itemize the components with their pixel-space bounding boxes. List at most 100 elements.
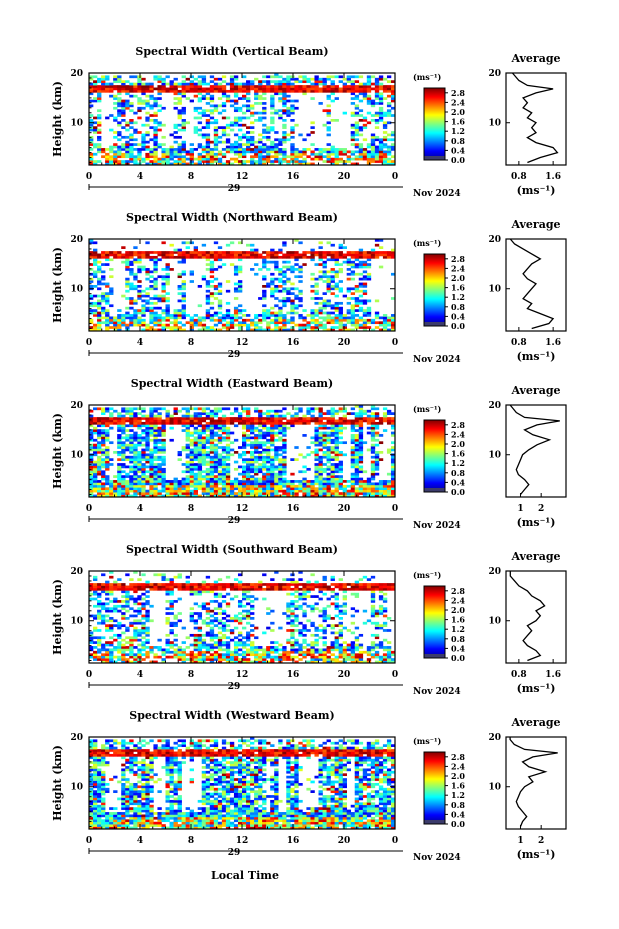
heatmap-cell bbox=[201, 407, 207, 411]
heatmap-cell bbox=[121, 448, 126, 452]
heatmap-cell bbox=[246, 82, 251, 86]
heatmap-cell bbox=[390, 323, 396, 327]
heatmap-cell bbox=[330, 448, 335, 452]
heatmap-cell bbox=[177, 143, 182, 146]
heatmap-cell bbox=[270, 85, 275, 88]
heatmap-cell bbox=[117, 446, 122, 449]
heatmap-cell bbox=[362, 116, 368, 120]
heatmap-cell bbox=[113, 475, 118, 478]
heatmap-cell bbox=[201, 424, 207, 428]
heatmap-cell bbox=[121, 126, 126, 129]
heatmap-cell bbox=[181, 492, 186, 495]
heatmap-cell bbox=[358, 155, 364, 159]
heatmap-cell bbox=[173, 321, 178, 325]
heatmap-cell bbox=[205, 285, 211, 288]
heatmap-cell bbox=[121, 102, 126, 105]
heatmap-cell bbox=[326, 658, 331, 661]
heatmap-cell bbox=[97, 455, 102, 459]
heatmap-cell bbox=[342, 294, 347, 298]
heatmap-cell bbox=[97, 148, 102, 151]
heatmap-cell bbox=[322, 148, 327, 151]
heatmap-cell bbox=[262, 482, 267, 486]
heatmap-cell bbox=[390, 660, 396, 664]
heatmap-cell bbox=[133, 121, 138, 125]
heatmap-cell bbox=[169, 484, 174, 488]
heatmap-cell bbox=[169, 82, 174, 86]
heatmap-cell bbox=[274, 446, 279, 449]
heatmap-cell bbox=[97, 463, 102, 466]
heatmap-cell bbox=[310, 255, 315, 259]
heatmap-cell bbox=[378, 102, 384, 105]
heatmap-cell bbox=[262, 436, 267, 440]
heatmap-cell bbox=[354, 323, 360, 327]
heatmap-cell bbox=[322, 436, 327, 440]
heatmap-cell bbox=[362, 487, 368, 491]
heatmap-cell bbox=[298, 417, 303, 420]
heatmap-cell bbox=[294, 85, 299, 88]
heatmap-cell bbox=[254, 477, 259, 481]
heatmap-cell bbox=[358, 75, 364, 79]
heatmap-cell bbox=[117, 426, 122, 430]
heatmap-cell bbox=[193, 131, 199, 134]
heatmap-cell bbox=[342, 89, 347, 93]
heatmap-cell bbox=[302, 148, 307, 151]
heatmap-cell bbox=[181, 297, 186, 300]
panel-title: Spectral Width (Vertical Beam) bbox=[135, 45, 328, 58]
heatmap-cell bbox=[382, 318, 388, 322]
heatmap-cell bbox=[185, 87, 190, 91]
heatmap-cell bbox=[378, 160, 384, 163]
heatmap-cell bbox=[246, 421, 251, 425]
heatmap-cell bbox=[266, 80, 271, 83]
heatmap-cell bbox=[117, 109, 122, 113]
heatmap-cell bbox=[278, 321, 283, 325]
heatmap-cell bbox=[278, 248, 283, 252]
heatmap-cell bbox=[153, 434, 158, 437]
heatmap-cell bbox=[153, 484, 158, 488]
heatmap-cell bbox=[246, 489, 251, 493]
heatmap-cell bbox=[370, 463, 376, 466]
heatmap-cell bbox=[258, 434, 263, 437]
heatmap-cell bbox=[165, 255, 170, 259]
heatmap-cell bbox=[346, 287, 352, 291]
heatmap-cell bbox=[262, 463, 267, 466]
heatmap-cell bbox=[242, 253, 247, 257]
heatmap-cell bbox=[197, 429, 203, 432]
heatmap-cell bbox=[165, 323, 170, 327]
average-profile-line bbox=[511, 72, 559, 164]
heatmap-cell bbox=[274, 412, 279, 415]
heatmap-cell bbox=[334, 480, 339, 483]
heatmap-cell bbox=[101, 434, 106, 437]
heatmap-cell bbox=[342, 314, 347, 317]
heatmap-cell bbox=[141, 148, 146, 151]
heatmap-cell bbox=[105, 451, 110, 454]
heatmap-cell bbox=[129, 104, 134, 108]
heatmap-cell bbox=[250, 80, 255, 83]
heatmap-cell bbox=[330, 270, 335, 274]
heatmap-cell bbox=[153, 143, 158, 146]
heatmap-cell bbox=[161, 89, 166, 93]
heatmap-cell bbox=[282, 253, 287, 257]
heatmap-cell bbox=[193, 451, 199, 454]
heatmap-cell bbox=[97, 443, 102, 447]
heatmap-cell bbox=[366, 409, 372, 413]
heatmap-cell bbox=[221, 658, 227, 661]
heatmap-cell bbox=[334, 463, 339, 466]
heatmap-cell bbox=[117, 438, 122, 442]
heatmap-cell bbox=[157, 441, 162, 445]
heatmap-cell bbox=[326, 465, 331, 469]
heatmap-cell bbox=[165, 316, 170, 320]
heatmap-cell bbox=[358, 309, 364, 312]
heatmap-cell bbox=[121, 660, 126, 664]
heatmap-cell bbox=[209, 455, 215, 459]
heatmap-cell bbox=[322, 160, 327, 163]
heatmap-cell bbox=[314, 407, 319, 411]
heatmap-cell bbox=[205, 157, 211, 161]
heatmap-cell bbox=[290, 111, 295, 115]
heatmap-cell bbox=[278, 409, 283, 413]
heatmap-cell bbox=[161, 463, 166, 466]
heatmap-cell bbox=[133, 318, 138, 322]
heatmap-cell bbox=[109, 85, 114, 88]
heatmap-cell bbox=[286, 419, 291, 423]
heatmap-cell bbox=[306, 446, 311, 449]
heatmap-cell bbox=[354, 128, 360, 132]
